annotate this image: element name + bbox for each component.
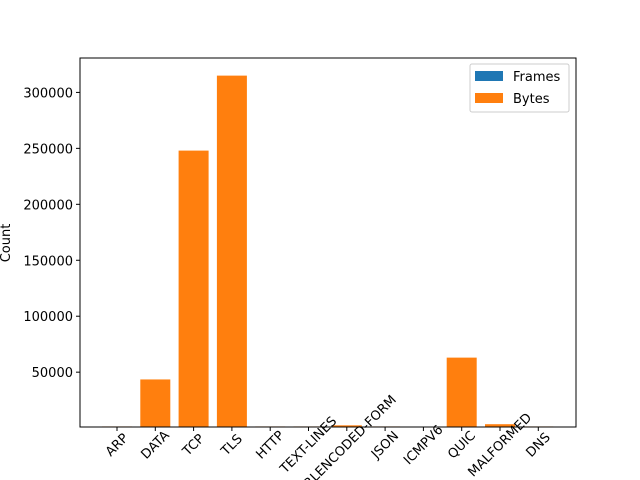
x-tick-label: JSON [368,429,402,463]
x-tick-label: ARP [103,431,132,460]
bar [216,75,247,427]
bar [446,357,477,427]
axes-frame [79,57,577,428]
y-tick-label: 50000 [32,366,73,381]
legend-label: Bytes [513,92,550,107]
x-tick-label: DNS [523,430,553,460]
y-tick-label: 150000 [23,254,73,269]
x-tick-label: TCP [179,431,207,459]
bar [485,424,515,427]
x-tick-label: TLS [218,432,246,460]
x-tick-label: QUIC [445,428,479,462]
plot-area [102,75,554,427]
legend-label: Frames [513,70,561,85]
bar [331,425,362,427]
y-axis-label: Count [0,224,14,263]
y-tick-label: 200000 [23,198,73,213]
bar [178,150,209,427]
y-tick-label: 300000 [23,86,73,101]
y-tick-label: 100000 [23,310,73,325]
legend-swatch [475,71,503,81]
x-tick-label: HTTP [253,428,287,462]
legend-swatch [475,93,503,103]
legend: Frames Bytes [469,63,570,113]
y-tick-label: 250000 [23,142,73,157]
x-tick-label: DATA [139,428,173,462]
bar [140,379,171,427]
